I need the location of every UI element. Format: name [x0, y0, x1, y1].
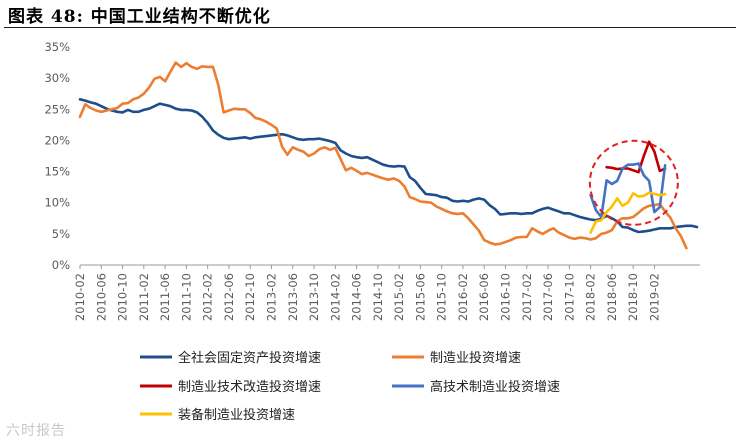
- x-tick-label: 2012-06: [222, 273, 236, 321]
- x-tick-label: 2012-02: [201, 273, 215, 321]
- x-axis: 2010-02 2010-06 2010-10 2011-02 2011-06 2011-…: [73, 264, 700, 321]
- x-tick-label: 2019-02: [647, 273, 661, 321]
- legend-label-2: 制造业投资增速: [430, 350, 521, 366]
- x-tick-label: 2012-10: [243, 273, 257, 321]
- highlight-annotation: [588, 139, 679, 226]
- x-tick-label: 2010-10: [116, 273, 130, 321]
- y-tick-label: 5%: [52, 227, 70, 241]
- x-tick-label: 2014-02: [328, 273, 342, 321]
- title-divider: [4, 27, 736, 28]
- y-tick-label: 20%: [44, 133, 70, 147]
- x-tick-label: 2018-06: [605, 273, 619, 321]
- x-tick-label: 2011-02: [137, 273, 151, 321]
- x-tick-label: 2018-10: [626, 273, 640, 321]
- x-tick-label: 2014-06: [350, 273, 364, 321]
- legend-label-1: 全社会固定资产投资增速: [178, 350, 321, 366]
- y-tick-label: 10%: [44, 196, 70, 210]
- x-tick-label: 2015-06: [413, 273, 427, 321]
- y-tick-label: 15%: [44, 165, 70, 179]
- x-tick-label: 2018-02: [584, 273, 598, 321]
- series-line-2: [78, 61, 688, 250]
- legend-label-4: 高技术制造业投资增速: [430, 379, 560, 395]
- y-tick-label: 0%: [52, 258, 70, 272]
- highlight-circle: [588, 139, 679, 226]
- y-tick-label: 35%: [44, 40, 70, 54]
- x-tick-label: 2013-06: [286, 273, 300, 321]
- x-tick-label: 2017-10: [562, 273, 576, 321]
- y-tick-label: 30%: [44, 71, 70, 85]
- x-tick-label: 2010-06: [94, 273, 108, 321]
- x-tick-label: 2011-06: [158, 273, 172, 321]
- series-line-3: [605, 140, 667, 174]
- x-tick-label: 2010-02: [73, 273, 87, 321]
- x-tick-label: 2016-02: [456, 273, 470, 321]
- x-tick-label: 2016-06: [477, 273, 491, 321]
- watermark: 六时报告: [6, 423, 66, 439]
- series-lines: [78, 61, 699, 250]
- x-tick-label: 2016-10: [499, 273, 513, 321]
- x-tick-label: 2017-06: [541, 273, 555, 321]
- x-tick-label: 2017-02: [520, 273, 534, 321]
- figure-title: 图表 48: 中国工业结构不断优化: [8, 7, 271, 27]
- series-line-4: [589, 162, 667, 219]
- x-tick-label: 2015-10: [435, 273, 449, 321]
- series-line-5: [589, 191, 667, 234]
- series-line-1: [78, 98, 699, 234]
- x-tick-label: 2014-10: [371, 273, 385, 321]
- x-tick-label: 2011-10: [179, 273, 193, 321]
- y-tick-label: 25%: [44, 102, 70, 116]
- x-tick-label: 2013-10: [307, 273, 321, 321]
- y-axis: 0% 5% 10% 15% 20% 25% 30% 35%: [44, 40, 70, 272]
- legend-label-3: 制造业技术改造投资增速: [178, 379, 321, 395]
- x-tick-label: 2015-02: [392, 273, 406, 321]
- x-tick-label: 2013-02: [264, 273, 278, 321]
- legend-label-5: 装备制造业投资增速: [178, 407, 295, 423]
